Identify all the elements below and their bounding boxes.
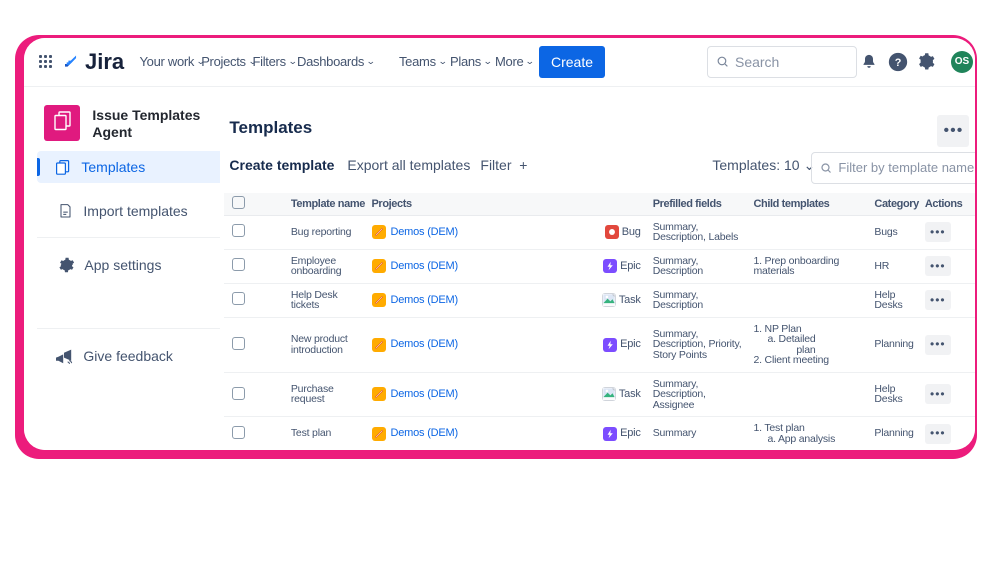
svg-text:?: ? <box>895 57 902 69</box>
